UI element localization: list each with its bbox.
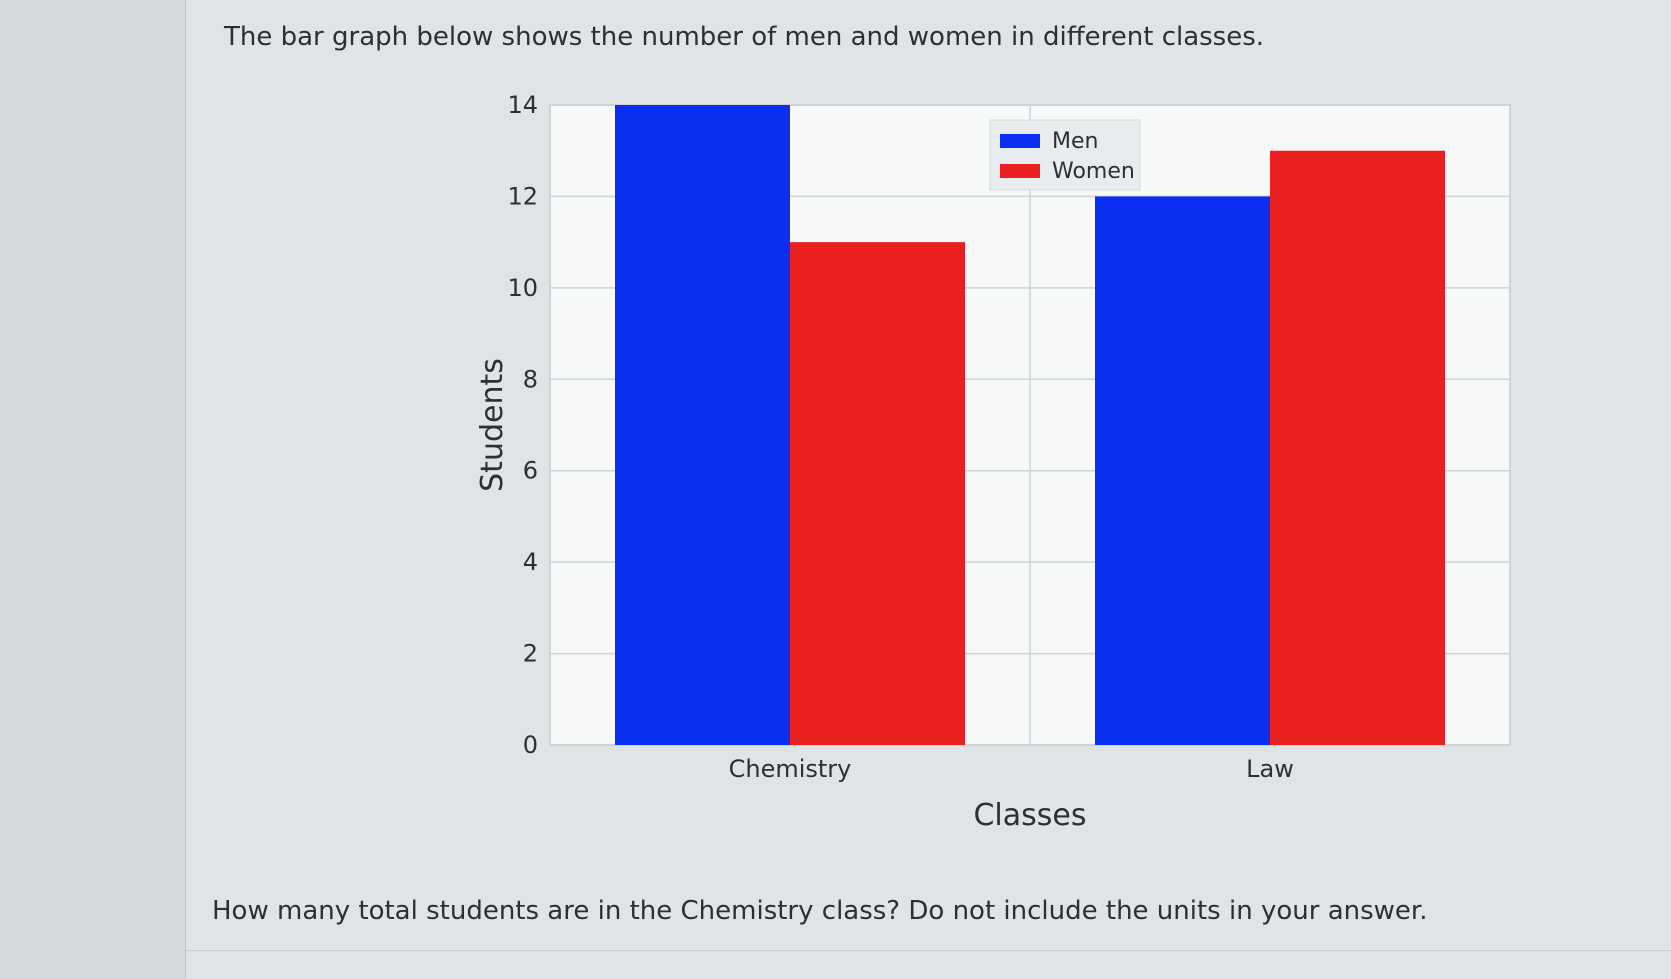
legend-label-men: Men [1052,129,1098,154]
legend-label-women: Women [1052,159,1135,184]
y-tick-label: 6 [523,457,538,485]
bar-men-law [1095,196,1270,745]
bar-women-chemistry [790,242,965,745]
y-tick-label: 8 [523,365,538,393]
y-tick-label: 4 [523,548,538,576]
bar-chart: 0 2 4 6 8 10 12 14 Chemistry Law Classes Students Me… [475,91,1511,833]
legend-swatch-men [1000,134,1040,148]
x-tick-label: Law [1246,755,1294,783]
y-tick-label: 14 [507,91,538,119]
question-prompt: The bar graph below shows the number of … [224,22,1265,52]
legend-box [989,119,1141,191]
legend-swatch-women [1000,164,1040,178]
left-margin-strip [0,0,186,979]
bar-women-law [1270,150,1445,745]
y-tick-label: 12 [507,182,538,210]
x-axis-title: Classes [973,798,1086,833]
question-text: How many total students are in the Chemi… [212,896,1428,926]
x-tick-label: Chemistry [729,755,852,783]
bar-men-chemistry [615,105,790,745]
y-tick-label: 2 [523,640,538,668]
divider [186,950,1671,951]
y-tick-label: 0 [523,731,538,759]
y-tick-label: 10 [507,274,538,302]
y-axis-title: Students [475,358,510,492]
